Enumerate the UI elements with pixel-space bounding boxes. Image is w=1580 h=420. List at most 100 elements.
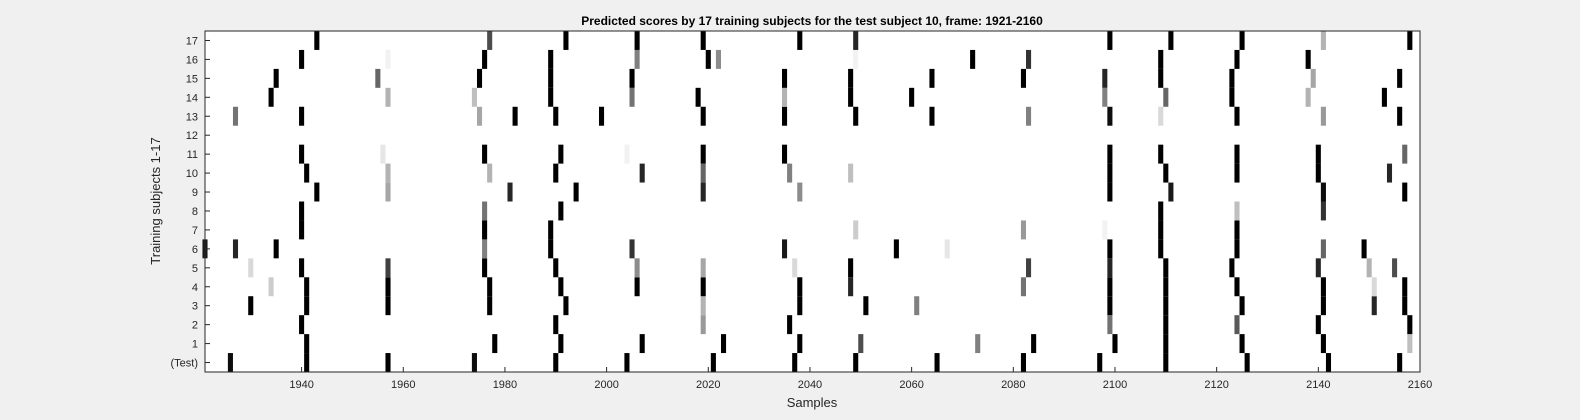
heatmap-cell — [1402, 144, 1408, 164]
heatmap-cell — [1320, 277, 1326, 297]
heatmap-cell — [1163, 353, 1169, 372]
heatmap-cell — [893, 239, 899, 259]
heatmap-cell — [1107, 277, 1113, 297]
heatmap-cell — [573, 182, 579, 202]
heatmap-cell — [700, 31, 706, 50]
heatmap-cell — [1102, 68, 1108, 88]
heatmap-cell — [853, 49, 859, 69]
heatmap-cell — [299, 315, 305, 335]
heatmap-cell — [553, 353, 559, 372]
heatmap-cell — [1107, 239, 1113, 259]
x-axis-label: Samples — [787, 395, 838, 410]
x-tick-label: 2140 — [1306, 379, 1330, 391]
x-tick-label: 2120 — [1204, 379, 1228, 391]
heatmap-cell — [720, 334, 727, 354]
heatmap-cell — [385, 182, 391, 202]
heatmap-cell — [1107, 182, 1113, 202]
heatmap-cell — [1234, 239, 1240, 259]
heatmap-cell — [1229, 258, 1235, 278]
y-tick-label: 2 — [192, 320, 198, 332]
heatmap-cell — [624, 353, 630, 372]
heatmap-cell — [1315, 163, 1321, 183]
heatmap-cell — [629, 239, 635, 259]
heatmap-cell — [380, 144, 386, 164]
heatmap-cell — [1371, 277, 1377, 297]
heatmap-cell — [1234, 315, 1240, 335]
heatmap-cell — [944, 239, 950, 259]
y-tick-label: 7 — [192, 225, 198, 237]
heatmap-cell — [482, 49, 488, 69]
heatmap-cell — [1107, 296, 1113, 316]
heatmap-cell — [848, 87, 854, 107]
heatmap-cell — [299, 201, 305, 221]
heatmap-cell — [797, 182, 803, 202]
y-tick-label: 13 — [186, 111, 198, 123]
heatmap-cell — [1310, 68, 1316, 88]
y-tick-label: 16 — [186, 54, 198, 66]
heatmap-cell — [1158, 201, 1164, 221]
x-tick-label: 2080 — [1001, 379, 1025, 391]
heatmap-cell — [1402, 182, 1408, 202]
heatmap-cell — [1020, 277, 1027, 297]
heatmap-cell — [548, 239, 554, 259]
heatmap-cell — [700, 315, 706, 335]
heatmap-cell — [227, 353, 233, 372]
heatmap-cell — [700, 258, 706, 278]
heatmap-cell — [1168, 31, 1174, 50]
heatmap-cell — [304, 163, 310, 183]
heatmap-cell — [268, 277, 274, 297]
heatmap-cell — [1361, 239, 1367, 259]
y-tick-label: 15 — [186, 73, 198, 85]
heatmap-cell — [700, 163, 706, 183]
y-tick-label: 3 — [192, 301, 198, 313]
heatmap-cell — [1158, 106, 1164, 126]
heatmap-cell — [634, 277, 640, 297]
heatmap-cell — [1315, 144, 1321, 164]
heatmap-cell — [1163, 87, 1169, 107]
heatmap-cell — [634, 258, 640, 278]
y-tick-label: 6 — [192, 244, 198, 256]
x-tick-label: 2040 — [798, 379, 822, 391]
heatmap-cell — [1102, 87, 1108, 107]
heatmap-cell — [304, 296, 310, 316]
heatmap-cell — [1107, 315, 1113, 335]
heatmap-cell — [1234, 144, 1240, 164]
heatmap-cell — [1020, 353, 1027, 372]
heatmap-cell — [787, 315, 793, 335]
heatmap-cell — [782, 68, 788, 88]
heatmap-cell — [715, 49, 721, 69]
heatmap-cell — [385, 49, 391, 69]
heatmap-cell — [1320, 334, 1326, 354]
heatmap-cell — [1371, 296, 1377, 316]
heatmap-cell — [1407, 334, 1413, 354]
heatmap-cell — [487, 296, 493, 316]
heatmap-cell — [558, 201, 564, 221]
heatmap-cell — [548, 220, 554, 240]
heatmap-cell — [700, 182, 706, 202]
heatmap-cell — [700, 296, 706, 316]
heatmap-cell — [853, 106, 859, 126]
plot-area — [205, 31, 1420, 372]
heatmap-cell — [1026, 49, 1032, 69]
heatmap-cell — [1102, 220, 1108, 240]
y-tick-label: 5 — [192, 263, 198, 275]
heatmap-cell — [1026, 258, 1032, 278]
heatmap-cell — [1397, 68, 1403, 88]
heatmap-cell — [1163, 315, 1169, 335]
heatmap-cell — [1392, 258, 1398, 278]
y-tick-label: 8 — [192, 206, 198, 218]
heatmap-cell — [1097, 353, 1103, 372]
heatmap-cell — [487, 31, 493, 50]
heatmap-cell — [1305, 87, 1311, 107]
heatmap-cell — [558, 144, 564, 164]
heatmap-cell — [471, 353, 477, 372]
heatmap-cell — [1107, 31, 1113, 50]
heatmap-cell — [248, 296, 254, 316]
heatmap-cell — [929, 106, 935, 126]
heatmap-cell — [1168, 182, 1174, 202]
heatmap-cell — [1320, 201, 1326, 221]
heatmap-cell — [1020, 68, 1027, 88]
heatmap-cell — [782, 87, 788, 107]
heatmap-cell — [970, 49, 976, 69]
heatmap-cell — [563, 296, 569, 316]
